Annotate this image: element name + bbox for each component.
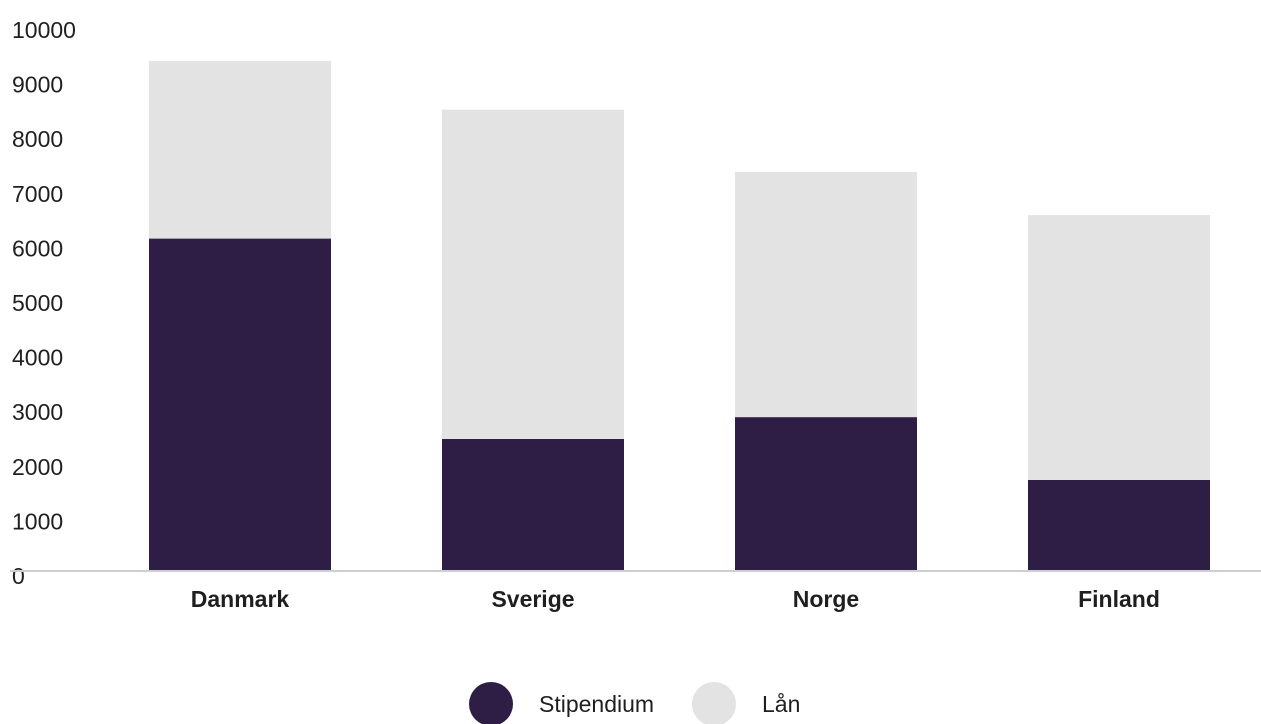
y-tick-label: 7000: [12, 181, 63, 207]
legend-label: Stipendium: [539, 691, 654, 717]
y-tick-label: 8000: [12, 126, 63, 152]
category-label: Sverige: [491, 586, 574, 612]
legend-swatch: [469, 682, 513, 724]
y-tick-label: 10000: [12, 17, 76, 43]
category-label: Finland: [1078, 586, 1160, 612]
bar-stipendium-finland: [1028, 479, 1210, 570]
legend-item: Lån: [692, 682, 800, 724]
y-tick-label: 5000: [12, 290, 63, 316]
y-tick-label: 6000: [12, 235, 63, 261]
y-tick-label: 9000: [12, 72, 63, 98]
y-tick-label: 2000: [12, 454, 63, 480]
y-tick-label: 3000: [12, 399, 63, 425]
bar-lan-sverige: [442, 109, 624, 439]
legend-label: Lån: [762, 691, 800, 717]
y-tick-label: 4000: [12, 345, 63, 371]
y-tick-label: 0: [12, 563, 25, 589]
bar-stipendium-norge: [735, 417, 917, 570]
legend: Stipendium Lån: [469, 682, 800, 724]
x-axis-labels: Danmark Sverige Norge Finland: [191, 586, 1160, 612]
y-tick-label: 1000: [12, 508, 63, 534]
legend-swatch: [692, 682, 736, 724]
category-label: Norge: [793, 586, 859, 612]
bar-lan-finland: [1028, 215, 1210, 480]
y-axis-ticks: 0 1000 2000 3000 4000 5000 6000 7000 8000 9000 100…: [12, 17, 76, 589]
legend-item: Stipendium: [469, 682, 654, 724]
bar-stipendium-danmark: [149, 238, 331, 570]
bar-lan-norge: [735, 171, 917, 418]
category-label: Danmark: [191, 586, 290, 612]
bar-lan-danmark: [149, 61, 331, 239]
bars: [149, 61, 1210, 570]
bar-stipendium-sverige: [442, 438, 624, 570]
